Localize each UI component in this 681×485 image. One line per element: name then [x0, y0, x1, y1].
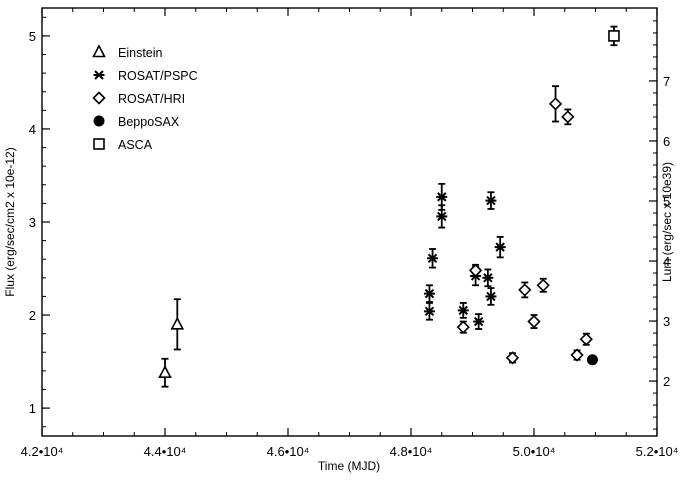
- legend-label: BeppoSAX: [118, 115, 180, 129]
- data-point-triangle: [170, 316, 185, 330]
- x-tick-label: 5.2•10⁴: [636, 444, 679, 459]
- data-point-asterisk: [436, 192, 448, 202]
- x-axis-title: Time (MJD): [318, 459, 380, 473]
- data-point-square: [608, 30, 620, 42]
- data-point-diamond: [548, 97, 563, 111]
- y-tick-label: 4: [29, 122, 36, 137]
- error-bars: [161, 25, 618, 388]
- legend-label: ROSAT/HRI: [118, 92, 185, 106]
- legend: Einstein ROSAT/PSPC ROSAT/HRI BeppoSAX ASCA: [92, 44, 198, 152]
- x-tick-label: 4.6•10⁴: [267, 444, 310, 459]
- legend-label: ROSAT/PSPC: [118, 69, 198, 83]
- data-point-triangle: [158, 365, 172, 379]
- data-point-asterisk: [457, 305, 469, 316]
- x-tick-label: 4.8•10⁴: [390, 444, 433, 459]
- y2-tick-label: 2: [663, 374, 670, 389]
- data-point-diamond: [505, 351, 520, 365]
- x-tick-label: 4.2•10⁴: [21, 444, 64, 459]
- axis-tick-labels: 4.2•10⁴ 4.4•10⁴ 4.6•10⁴ 4.8•10⁴ 5.0•10⁴ 5.2•1…: [21, 29, 679, 459]
- data-point-asterisk: [427, 253, 439, 263]
- data-point-diamond: [579, 332, 593, 346]
- data-point-diamond: [518, 283, 532, 297]
- y2-tick-label: 7: [663, 74, 670, 89]
- data-point-asterisk: [482, 273, 494, 283]
- data-point-diamond: [456, 320, 470, 334]
- legend-marker-diamond: [92, 91, 106, 105]
- data-point-diamond: [468, 263, 483, 278]
- data-point-diamond: [561, 110, 575, 124]
- x-tick-label: 4.4•10⁴: [144, 444, 187, 459]
- data-point-circle: [586, 354, 598, 366]
- legend-label: Einstein: [118, 46, 163, 60]
- y-axis-title: Flux (erg/sec/cm2 x 10e-12): [3, 147, 17, 296]
- legend-marker-circle: [93, 115, 105, 127]
- data-point-asterisk: [436, 211, 448, 222]
- x-tick-label: 5.0•10⁴: [513, 444, 556, 459]
- data-point-asterisk: [494, 242, 506, 252]
- y-tick-label: 5: [29, 29, 36, 44]
- legend-marker-asterisk: [93, 70, 105, 80]
- data-point-asterisk: [423, 306, 435, 317]
- y-tick-label: 3: [29, 215, 36, 230]
- data-point-diamond: [570, 348, 584, 362]
- data-point-diamond: [527, 314, 541, 329]
- y2-tick-label: 3: [663, 314, 670, 329]
- data-point-asterisk: [423, 288, 435, 299]
- data-point-asterisk: [473, 316, 485, 327]
- y2-axis-title: Lum (erg/sec x 10e39): [660, 162, 674, 282]
- legend-marker-square: [93, 138, 105, 150]
- y2-tick-label: 5: [663, 194, 670, 209]
- legend-label: ASCA: [118, 138, 153, 152]
- data-point-diamond: [536, 278, 550, 292]
- y-tick-label: 1: [29, 401, 36, 416]
- y-tick-label: 2: [29, 308, 36, 323]
- data-point-asterisk: [485, 195, 497, 206]
- axis-ticks: [41, 8, 658, 436]
- y2-tick-label: 4: [663, 254, 670, 269]
- legend-marker-triangle: [92, 44, 106, 58]
- data-point-asterisk: [485, 291, 497, 302]
- y2-tick-label: 6: [663, 134, 670, 149]
- data-markers: [158, 30, 620, 379]
